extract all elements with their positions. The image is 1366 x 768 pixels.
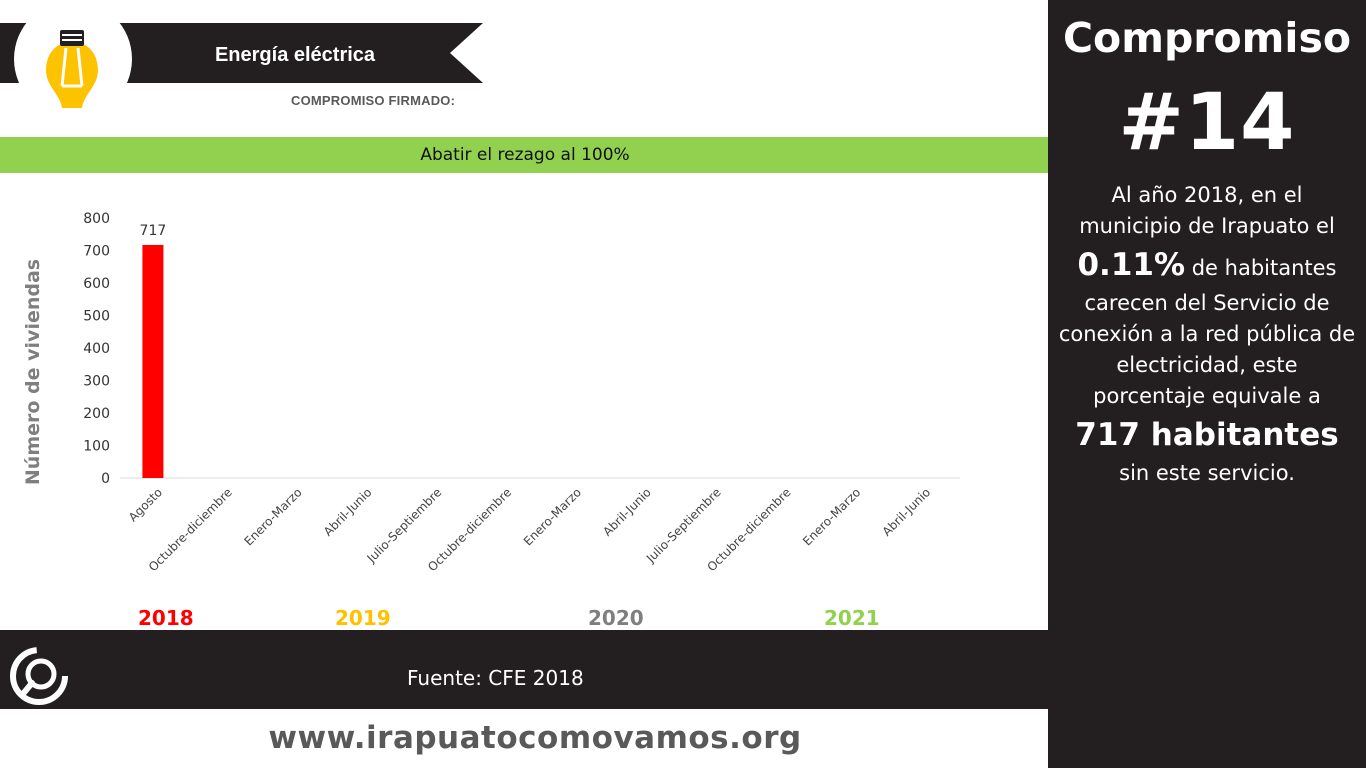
y-tick-label: 200 <box>83 406 110 422</box>
x-tick-label: Abril-Junio <box>880 485 934 539</box>
y-tick-label: 800 <box>83 211 110 227</box>
x-tick-label: Julio-Septiembre <box>364 485 445 566</box>
y-tick-label: 100 <box>83 439 110 455</box>
commitment-panel: Compromiso #14 Al año 2018, en el munici… <box>1048 0 1366 768</box>
commitment-number: #14 <box>1118 78 1296 168</box>
website-link[interactable]: www.irapuatocomovamos.org <box>268 720 802 756</box>
y-tick-label: 400 <box>83 341 110 357</box>
goal-text: Abatir el rezago al 100% <box>420 145 630 165</box>
x-tick-label: Agosto <box>126 485 165 524</box>
y-axis-ticks: 0 100 200 300 400 500 600 700 800 <box>83 211 110 487</box>
bar <box>142 244 164 478</box>
x-tick-label: Julio-Septiembre <box>643 485 724 566</box>
footer-bar: Fuente: CFE 2018 <box>0 630 1048 709</box>
source-text: Fuente: CFE 2018 <box>407 666 584 690</box>
year-label-2020: 2020 <box>588 606 644 630</box>
y-tick-label: 600 <box>83 276 110 292</box>
y-tick-label: 700 <box>83 244 110 260</box>
page-title: Energía eléctrica <box>214 44 376 66</box>
x-tick-label: Abril-Junio <box>321 485 375 539</box>
y-tick-label: 500 <box>83 309 110 325</box>
percent-value: 0.11% <box>1077 247 1186 283</box>
x-tick-label: Enero-Marzo <box>800 485 863 548</box>
y-axis-label: Número de viviendas <box>22 259 44 485</box>
committed-subtitle: COMPROMISO FIRMADO: <box>291 93 456 108</box>
panel-text-2: de habitantes <box>1191 256 1337 280</box>
year-label-2018: 2018 <box>138 606 194 630</box>
bars: 717 <box>140 223 167 478</box>
x-tick-label: Enero-Marzo <box>521 485 584 548</box>
panel-description: Al año 2018, en el municipio de Irapuato… <box>1058 180 1356 489</box>
panel-text-4: sin este servicio. <box>1119 461 1295 485</box>
como-vamos-logo-icon <box>10 647 68 705</box>
goal-band: Abatir el rezago al 100% <box>0 137 1050 173</box>
data-label: 717 <box>140 223 167 239</box>
year-label-2021: 2021 <box>824 606 880 630</box>
y-tick-label: 0 <box>101 471 110 487</box>
lightbulb-icon <box>46 30 98 108</box>
year-label-2019: 2019 <box>335 606 391 630</box>
x-tick-label: Abril-Junio <box>600 485 654 539</box>
habitantes-value: 717 habitantes <box>1075 417 1339 453</box>
panel-text-1: Al año 2018, en el municipio de Irapuato… <box>1079 183 1335 238</box>
panel-text-3: carecen del Servicio de conexión a la re… <box>1058 291 1356 408</box>
x-tick-label: Enero-Marzo <box>241 485 304 548</box>
bar-chart: 0 100 200 300 400 500 600 700 800 717 AgostoOctu… <box>22 211 960 574</box>
panel-title: Compromiso <box>1062 14 1352 62</box>
y-tick-label: 300 <box>83 374 110 390</box>
